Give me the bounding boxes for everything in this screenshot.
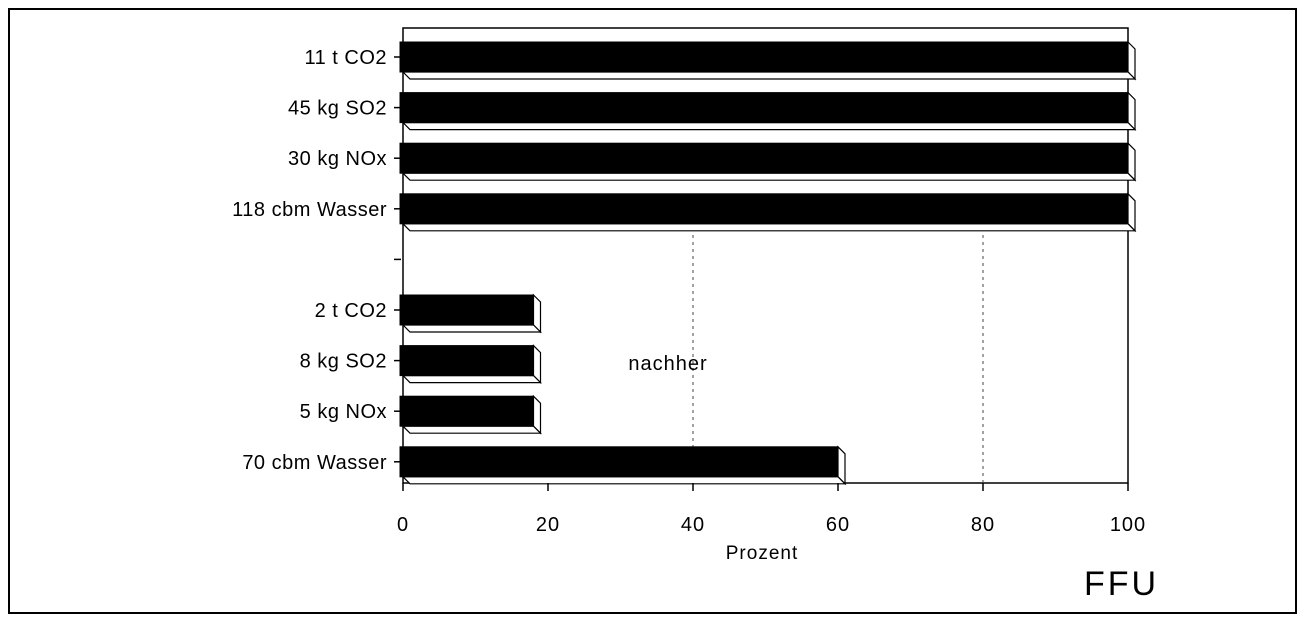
- bar: [399, 142, 1129, 174]
- bars-group: [399, 40, 1137, 486]
- figure-frame: [8, 8, 1297, 614]
- category-label: 45 kg SO2: [288, 98, 387, 120]
- category-label: 30 kg NOx: [288, 148, 387, 170]
- x-tick-label: 80: [971, 514, 995, 536]
- bar: [399, 345, 534, 377]
- bar: [399, 395, 534, 427]
- ffu-watermark: FFU: [1084, 565, 1159, 603]
- bar-bottom: [401, 324, 542, 333]
- bar-bottom: [401, 121, 1137, 131]
- category-labels: 11 t CO2 45 kg SO2 30 kg NOx 118 cbm Wasser…: [232, 47, 401, 474]
- category-label: 11 t CO2: [304, 47, 387, 69]
- category-label: 70 cbm Wasser: [242, 452, 387, 474]
- x-tick-label: 20: [536, 514, 560, 536]
- x-tick-label: 60: [826, 514, 850, 536]
- category-label: 118 cbm Wasser: [232, 199, 387, 221]
- bar-bottom: [401, 223, 1137, 232]
- category-label: 5 kg NOx: [300, 401, 387, 423]
- bar-bottom: [401, 71, 1137, 80]
- x-tick-label: 100: [1110, 514, 1146, 536]
- bar: [399, 193, 1129, 225]
- bar: [399, 294, 534, 326]
- bar: [399, 92, 1129, 124]
- category-label: 2 t CO2: [315, 300, 387, 322]
- category-label: 8 kg SO2: [300, 351, 387, 373]
- x-tick-label: 40: [681, 514, 705, 536]
- bar-bottom: [401, 172, 1137, 181]
- bar-bottom: [401, 375, 542, 384]
- bar-bottom: [401, 425, 542, 434]
- bar-bottom: [401, 476, 847, 485]
- bar: [399, 446, 839, 478]
- bar: [399, 41, 1129, 73]
- x-tick-label: 0: [397, 514, 409, 536]
- x-axis: 0 20 40 60 80 100: [397, 483, 1146, 536]
- x-axis-title: Prozent: [726, 543, 798, 564]
- annotation-nachher: nachher: [628, 353, 707, 375]
